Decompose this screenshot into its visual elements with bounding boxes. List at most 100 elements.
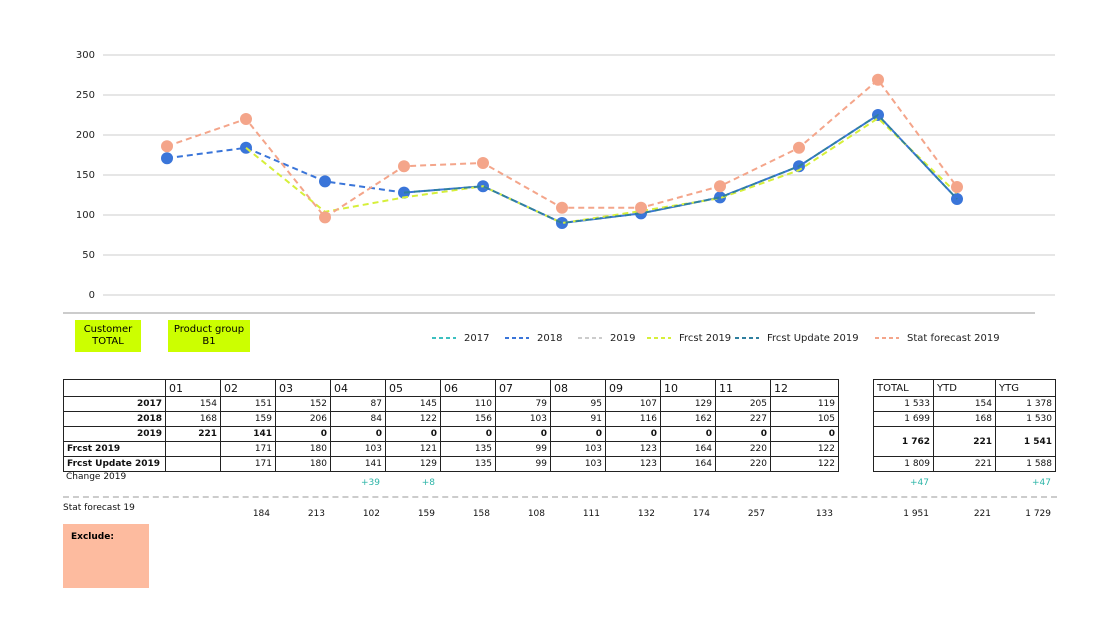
column-header: YTG xyxy=(995,379,1056,397)
row-value: +8 xyxy=(421,478,435,488)
row-value: 102 xyxy=(362,509,380,519)
value-cell: 0 xyxy=(330,426,386,442)
point xyxy=(319,211,331,224)
point xyxy=(556,201,568,214)
value-cell: 122 xyxy=(385,411,441,427)
value-cell: 180 xyxy=(275,456,331,472)
value-cell: 171 xyxy=(220,441,276,457)
point xyxy=(793,141,805,154)
value-cell xyxy=(165,456,221,472)
value-cell: 220 xyxy=(715,456,771,472)
value-cell: 95 xyxy=(550,396,606,412)
filter-label: Product group xyxy=(173,324,245,335)
row-value: +39 xyxy=(361,478,380,488)
value-cell: 103 xyxy=(550,456,606,472)
row-label: 2018 xyxy=(63,411,166,427)
value-cell: 227 xyxy=(715,411,771,427)
header-cell xyxy=(63,379,166,397)
row-label: Stat forecast 19 xyxy=(63,503,135,513)
filter-label: Customer xyxy=(83,324,133,335)
exclude-label: Exclude: xyxy=(71,532,114,542)
value-cell: 0 xyxy=(715,426,771,442)
point xyxy=(714,180,726,193)
value-cell: 107 xyxy=(605,396,661,412)
value-cell: 84 xyxy=(330,411,386,427)
total-cell: 168 xyxy=(933,411,996,427)
row-label: 2017 xyxy=(63,396,166,412)
filter-button[interactable]: Customer TOTAL xyxy=(75,320,141,352)
row-value: 213 xyxy=(307,509,325,519)
value-cell: 0 xyxy=(770,426,839,442)
total-cell: 1 762 xyxy=(873,426,934,457)
point xyxy=(635,201,647,214)
row-value: 132 xyxy=(637,509,655,519)
y-tick-label: 50 xyxy=(82,250,95,261)
row-value: 133 xyxy=(815,509,833,519)
value-cell: 205 xyxy=(715,396,771,412)
filter-button[interactable]: Product group B1 xyxy=(168,320,250,352)
column-header: TOTAL xyxy=(873,379,934,397)
value-cell: 119 xyxy=(770,396,839,412)
point xyxy=(477,157,489,169)
point xyxy=(556,217,568,229)
value-cell: 0 xyxy=(550,426,606,442)
point xyxy=(319,175,331,188)
value-cell: 206 xyxy=(275,411,331,427)
value-cell: 121 xyxy=(385,441,441,457)
value-cell: 141 xyxy=(220,426,276,442)
column-header: 08 xyxy=(550,379,606,397)
column-header: 07 xyxy=(495,379,551,397)
row-value: 184 xyxy=(252,509,270,519)
value-cell: 99 xyxy=(495,441,551,457)
column-header: 11 xyxy=(715,379,771,397)
total-cell: 1 530 xyxy=(995,411,1056,427)
point xyxy=(951,181,963,193)
column-header: YTD xyxy=(933,379,996,397)
point xyxy=(161,152,173,165)
row-value: 108 xyxy=(527,509,545,519)
y-tick-label: 150 xyxy=(76,170,95,181)
series-line xyxy=(166,78,958,219)
legend-label: 2019 xyxy=(610,333,635,344)
row-value: 111 xyxy=(582,509,600,519)
value-cell: 220 xyxy=(715,441,771,457)
value-cell: 99 xyxy=(495,456,551,472)
value-cell: 105 xyxy=(770,411,839,427)
exclude-box[interactable]: Exclude: xyxy=(63,524,149,588)
legend-label: Frcst 2019 xyxy=(679,333,731,344)
y-tick-label: 0 xyxy=(89,290,95,301)
value-cell: 0 xyxy=(440,426,496,442)
chart: 0 50 100 150 200 250 300 2017 2018 2019 Frcst 2019… xyxy=(63,50,1055,344)
column-header: 04 xyxy=(330,379,386,397)
legend-label: Frcst Update 2019 xyxy=(767,333,859,344)
value-cell: 135 xyxy=(440,441,496,457)
row-total: 1 729 xyxy=(1025,509,1051,519)
value-cell: 162 xyxy=(660,411,716,427)
value-cell: 79 xyxy=(495,396,551,412)
column-header: 03 xyxy=(275,379,331,397)
row-total: 1 951 xyxy=(903,509,929,519)
value-cell: 221 xyxy=(165,426,221,442)
row-total: +47 xyxy=(910,478,929,488)
value-cell: 151 xyxy=(220,396,276,412)
point xyxy=(161,140,173,153)
total-cell: 221 xyxy=(933,426,996,457)
value-cell: 154 xyxy=(165,396,221,412)
value-cell: 87 xyxy=(330,396,386,412)
filter-value: TOTAL xyxy=(92,336,124,347)
column-header: 05 xyxy=(385,379,441,397)
column-header: 09 xyxy=(605,379,661,397)
value-cell: 0 xyxy=(385,426,441,442)
row-label: 2019 xyxy=(63,426,166,442)
total-cell: 1 541 xyxy=(995,426,1056,457)
legend-label: 2017 xyxy=(464,333,489,344)
value-cell: 141 xyxy=(330,456,386,472)
row-label: Frcst Update 2019 xyxy=(63,456,166,472)
value-cell: 159 xyxy=(220,411,276,427)
value-cell: 110 xyxy=(440,396,496,412)
value-cell: 122 xyxy=(770,441,839,457)
value-cell: 145 xyxy=(385,396,441,412)
legend-label: Stat forecast 2019 xyxy=(907,333,1000,344)
total-cell: 154 xyxy=(933,396,996,412)
